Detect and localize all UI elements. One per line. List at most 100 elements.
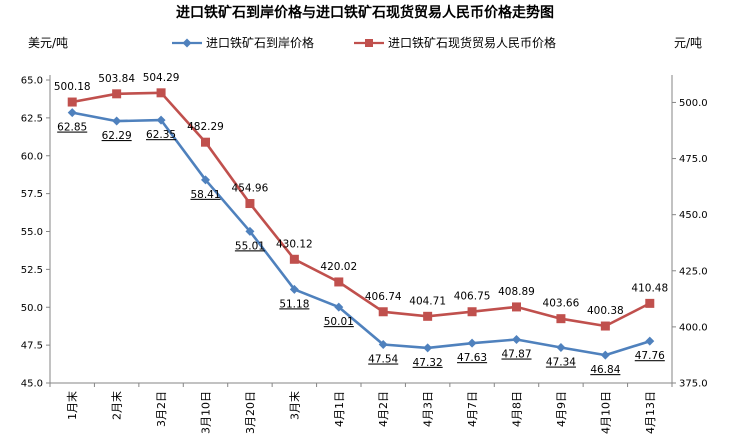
rmb-price-data-label: 406.75 — [454, 291, 491, 303]
fob-price-data-label: 47.76 — [635, 350, 665, 362]
fob-price-data-label: 62.85 — [57, 122, 87, 134]
right-tick-label: 425.0 — [679, 266, 708, 277]
fob-price-point — [112, 116, 122, 126]
legend-item-rmb: 进口铁矿石现货贸易人民币价格 — [354, 35, 556, 50]
fob-price-point — [600, 350, 610, 360]
right-tick-label: 500.0 — [679, 98, 708, 109]
left-tick-label: 52.5 — [21, 265, 43, 276]
fob-price-data-label: 47.63 — [457, 352, 487, 364]
fob-price-line — [71, 111, 651, 357]
rmb-price-data-label: 408.89 — [498, 286, 535, 298]
rmb-price-data-label: 410.48 — [631, 282, 668, 294]
x-category-label: 4月2日 — [377, 391, 390, 427]
x-category-label: 3月10日 — [200, 391, 213, 434]
right-tick-label: 400.0 — [679, 322, 708, 333]
rmb-price-point — [156, 88, 166, 98]
rmb-price-data-label: 430.12 — [276, 238, 313, 250]
rmb-price-point — [423, 311, 433, 321]
fob-price-point — [556, 343, 566, 353]
x-category-label: 4月9日 — [555, 391, 568, 427]
fob-price-data-label: 47.32 — [413, 357, 443, 369]
x-category-label: 3月末 — [287, 391, 301, 420]
rmb-price-data-label: 406.74 — [365, 291, 402, 303]
x-category-label: 3月2日 — [155, 391, 168, 427]
right-axis-unit: 元/吨 — [674, 36, 702, 50]
rmb-price-point — [378, 307, 388, 317]
fob-price-data-label: 51.18 — [279, 298, 309, 310]
left-tick-label: 47.5 — [21, 341, 43, 352]
legend-label-fob: 进口铁矿石到岸价格 — [206, 35, 314, 50]
left-tick-label: 45.0 — [21, 379, 43, 390]
fob-price-point — [334, 302, 344, 312]
right-tick-label: 375.0 — [679, 379, 708, 390]
rmb-price-data-label: 420.02 — [320, 261, 357, 273]
fob-price-point — [512, 335, 521, 345]
x-category-label: 2月末 — [110, 391, 124, 420]
fob-price-data-label: 50.01 — [324, 316, 354, 328]
left-tick-label: 60.0 — [21, 151, 43, 162]
legend-marker-fob — [182, 38, 192, 48]
fob-price-data-label: 47.54 — [368, 354, 398, 366]
fob-price-point — [289, 284, 299, 294]
left-tick-label: 57.5 — [21, 189, 43, 200]
fob-price-point — [245, 226, 255, 236]
rmb-price-data-label: 503.84 — [98, 73, 135, 85]
x-category-label: 4月10日 — [599, 391, 612, 434]
rmb-price-data-label: 500.18 — [54, 81, 91, 93]
rmb-price-point — [556, 314, 566, 324]
right-tick-label: 475.0 — [679, 154, 708, 165]
rmb-price-point — [67, 97, 77, 107]
left-tick-label: 50.0 — [21, 303, 43, 314]
x-category-label: 4月3日 — [422, 391, 435, 427]
rmb-price-point — [334, 277, 344, 287]
fob-price-point — [645, 336, 655, 346]
fob-price-data-label: 62.35 — [146, 129, 176, 141]
rmb-price-point — [467, 307, 477, 317]
x-category-label: 3月20日 — [244, 391, 257, 434]
right-tick-label: 450.0 — [679, 210, 708, 221]
x-category-label: 4月13日 — [644, 391, 657, 434]
fob-price-point — [423, 343, 433, 353]
plot-area: 62.85 62.29 62.35 58.41 55.01 51.18 50.01 47.54… — [54, 72, 668, 376]
fob-price-data-label: 46.84 — [590, 364, 620, 376]
left-tick-label: 62.5 — [21, 113, 43, 124]
rmb-price-data-label: 404.71 — [409, 295, 446, 307]
fob-price-data-label: 47.34 — [546, 357, 576, 369]
rmb-price-point — [201, 137, 210, 147]
x-category-label: 4月7日 — [466, 391, 479, 427]
fob-price-point — [67, 108, 77, 118]
fob-price-point — [156, 115, 166, 125]
rmb-price-data-label: 403.66 — [543, 298, 580, 310]
left-tick-label: 55.0 — [21, 227, 43, 238]
x-category-label: 4月1日 — [333, 391, 346, 427]
rmb-price-data-label: 482.29 — [187, 121, 224, 133]
rmb-price-line — [71, 91, 651, 328]
rmb-price-data-label: 400.38 — [587, 305, 624, 317]
rmb-price-point — [512, 302, 521, 312]
fob-price-data-label: 55.01 — [235, 240, 265, 252]
fob-price-data-label: 47.87 — [501, 349, 531, 361]
legend-item-fob: 进口铁矿石到岸价格 — [172, 35, 314, 50]
rmb-price-point — [245, 199, 255, 209]
rmb-price-data-label: 454.96 — [232, 183, 269, 195]
x-category-label: 1月末 — [65, 391, 79, 420]
legend-label-rmb: 进口铁矿石现货贸易人民币价格 — [388, 35, 556, 50]
legend-marker-rmb — [365, 39, 373, 47]
fob-price-data-label: 58.41 — [190, 189, 220, 201]
rmb-price-point — [289, 254, 299, 264]
fob-price-data-label: 62.29 — [102, 130, 132, 142]
rmb-price-point — [112, 89, 122, 99]
axes: 65.0 62.5 60.0 57.5 55.0 52.5 50.0 47.5 45.0 500.… — [21, 75, 708, 434]
chart-title: 进口铁矿石到岸价格与进口铁矿石现货贸易人民币价格走势图 — [176, 4, 554, 21]
rmb-price-data-label: 504.29 — [143, 72, 180, 84]
fob-price-point — [378, 340, 388, 350]
x-category-label: 4月8日 — [511, 391, 524, 427]
fob-price-point — [201, 175, 210, 185]
legend: 进口铁矿石到岸价格 进口铁矿石现货贸易人民币价格 — [172, 35, 556, 50]
left-axis-unit: 美元/吨 — [28, 36, 68, 50]
rmb-price-point — [645, 298, 655, 308]
left-tick-label: 65.0 — [21, 76, 43, 87]
rmb-price-point — [600, 321, 610, 331]
